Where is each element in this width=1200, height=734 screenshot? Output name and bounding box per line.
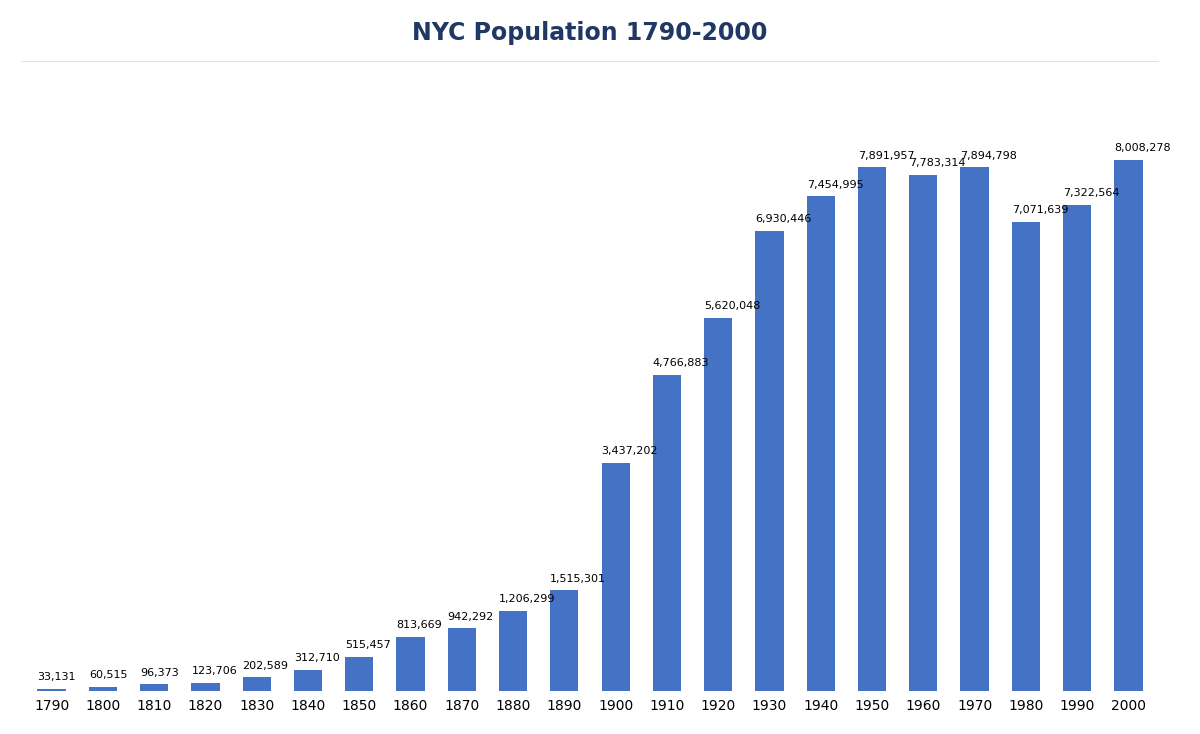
Text: 4,766,883: 4,766,883	[653, 358, 709, 368]
Text: 1,515,301: 1,515,301	[551, 574, 606, 584]
Text: 942,292: 942,292	[448, 611, 494, 622]
Text: 7,071,639: 7,071,639	[1012, 205, 1068, 215]
Bar	[551, 590, 578, 691]
Bar	[1012, 222, 1040, 691]
Bar	[1115, 159, 1142, 691]
Text: 123,706: 123,706	[191, 666, 238, 676]
Bar	[140, 684, 168, 691]
Text: 515,457: 515,457	[346, 640, 391, 650]
Bar	[910, 175, 937, 691]
Bar	[191, 683, 220, 691]
Text: 7,894,798: 7,894,798	[960, 150, 1018, 161]
Bar	[960, 167, 989, 691]
Bar	[346, 657, 373, 691]
Text: 96,373: 96,373	[140, 668, 179, 677]
Text: 5,620,048: 5,620,048	[704, 302, 761, 311]
Bar	[601, 463, 630, 691]
Bar	[704, 318, 732, 691]
Bar	[448, 628, 476, 691]
Text: 7,322,564: 7,322,564	[1063, 189, 1120, 198]
Text: 6,930,446: 6,930,446	[755, 214, 811, 225]
Text: 312,710: 312,710	[294, 653, 340, 664]
Text: 7,783,314: 7,783,314	[910, 158, 966, 168]
Text: 33,131: 33,131	[37, 672, 76, 682]
Bar	[37, 688, 66, 691]
Text: 7,454,995: 7,454,995	[806, 180, 863, 189]
Text: 1,206,299: 1,206,299	[499, 595, 556, 604]
Bar	[242, 677, 271, 691]
Text: 7,891,957: 7,891,957	[858, 150, 914, 161]
Bar	[755, 231, 784, 691]
Bar	[1063, 205, 1091, 691]
Text: 813,669: 813,669	[396, 620, 442, 631]
Bar	[858, 167, 886, 691]
Bar	[499, 611, 527, 691]
Bar	[294, 670, 322, 691]
Bar	[396, 637, 425, 691]
Text: 202,589: 202,589	[242, 661, 289, 671]
Bar	[806, 196, 835, 691]
Bar	[89, 687, 116, 691]
Text: 3,437,202: 3,437,202	[601, 446, 658, 457]
Text: 8,008,278: 8,008,278	[1115, 143, 1171, 153]
Text: 60,515: 60,515	[89, 670, 127, 680]
Bar	[653, 374, 682, 691]
Title: NYC Population 1790-2000: NYC Population 1790-2000	[413, 21, 768, 45]
